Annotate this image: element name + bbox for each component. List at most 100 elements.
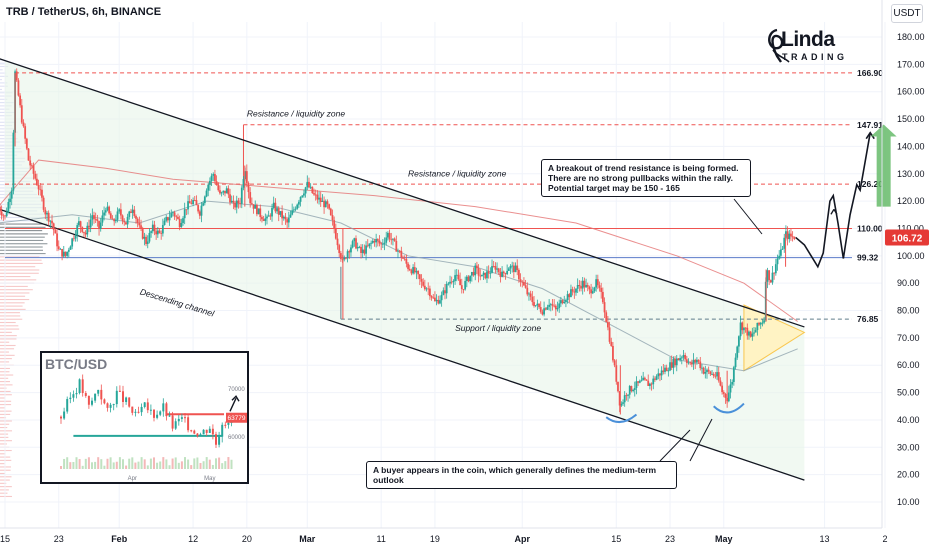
candle-body [15,71,18,81]
candle-body [355,238,357,249]
candle-body [580,286,582,289]
volume-bar [0,404,12,406]
candle-body [77,221,80,226]
candle-body [627,394,629,396]
inset-candle-body [140,406,143,413]
candle-body [427,288,430,290]
candle-body [247,182,250,193]
candle-body [44,209,47,215]
candle-body [27,148,30,161]
inset-candle-body [72,394,75,398]
candle-body [486,271,488,279]
inset-volume-bar [94,461,97,469]
inset-candle-body [215,434,217,445]
candle-body [455,274,458,276]
candle-body [4,215,6,217]
candle-body [57,246,60,250]
candle-body [422,281,425,286]
candle-body [71,238,74,247]
candle-body [403,258,406,260]
candle-body [413,267,416,273]
candle-body [685,359,688,363]
candle-body [531,296,534,303]
x-tick-label: Feb [111,534,128,544]
candle-body [217,185,220,191]
candle-body [541,311,544,315]
candle-body [783,237,786,249]
volume-bar [0,302,25,304]
candle-body [29,160,32,166]
candle-body [601,291,604,303]
candle-body [59,249,62,250]
volume-bar [0,75,9,77]
candle-body [773,272,776,274]
candle-body [479,275,482,277]
candle-body [375,239,378,243]
candle-body [491,266,493,273]
candle-body [346,251,349,259]
volume-bar [0,489,9,491]
candle-body [91,215,94,220]
candle-body [343,257,346,260]
candle-body [472,271,475,276]
y-tick-label: 140.00 [897,141,925,151]
candle-body [613,360,616,366]
candle-body [417,270,420,275]
candle-body [494,266,497,270]
volume-bar [0,253,46,255]
projection-arrowhead [865,131,875,140]
candle-body [697,359,700,362]
candle-body [694,359,697,363]
candle-body [521,281,524,283]
candle-body [699,361,702,369]
inset-volume-bar [128,458,131,469]
x-tick-label: 12 [188,534,198,544]
candle-body [266,216,268,219]
candle-body [719,380,722,386]
candle-body [56,233,58,247]
volume-bar [0,279,37,281]
candle-body [294,208,297,210]
inset-volume-bar [91,462,93,469]
candle-body [143,236,146,239]
candle-body [61,249,63,257]
candle-body [271,207,273,217]
candle-body [408,268,411,271]
volume-bar [0,98,8,100]
candle-body [756,322,759,331]
candle-body [72,238,75,240]
candle-body [161,225,164,234]
candle-body [568,294,571,298]
candle-body [600,287,603,292]
inset-volume-bar [63,458,66,469]
volume-bar [0,394,12,396]
candle-body [642,377,645,381]
candle-body [741,322,744,331]
volume-bar [0,233,48,235]
candle-body [398,250,401,252]
candle-body [766,270,769,282]
volume-bar [0,427,8,429]
currency-selector[interactable]: USDT [891,4,923,23]
y-tick-label: 30.00 [897,442,920,452]
candle-body [215,181,218,186]
candle-body [10,190,13,199]
volume-bar [0,325,19,327]
volume-bar [0,79,2,81]
candle-body [276,208,278,212]
candle-body [751,333,754,337]
candle-body [128,211,131,217]
candle-body [202,203,205,206]
candle-body [397,250,399,252]
candle-body [563,301,566,304]
candle-body [291,210,294,215]
inset-volume-bar [106,458,109,469]
y-tick-label: 20.00 [897,470,920,480]
inset-candle-body [66,399,69,412]
candle-body [487,271,490,274]
candle-body [444,290,446,294]
candle-body [571,289,574,292]
candle-body [141,228,144,239]
inset-candle-body [224,424,227,426]
